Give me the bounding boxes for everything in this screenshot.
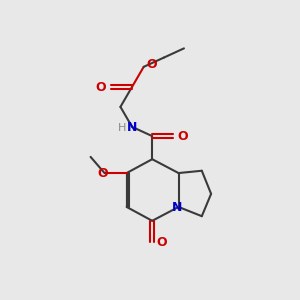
Text: O: O	[178, 130, 188, 143]
Text: N: N	[172, 201, 182, 214]
Text: N: N	[127, 121, 137, 134]
Text: O: O	[146, 58, 157, 71]
Text: O: O	[98, 167, 108, 180]
Text: H: H	[118, 123, 127, 133]
Text: O: O	[157, 236, 167, 249]
Text: O: O	[96, 81, 106, 94]
